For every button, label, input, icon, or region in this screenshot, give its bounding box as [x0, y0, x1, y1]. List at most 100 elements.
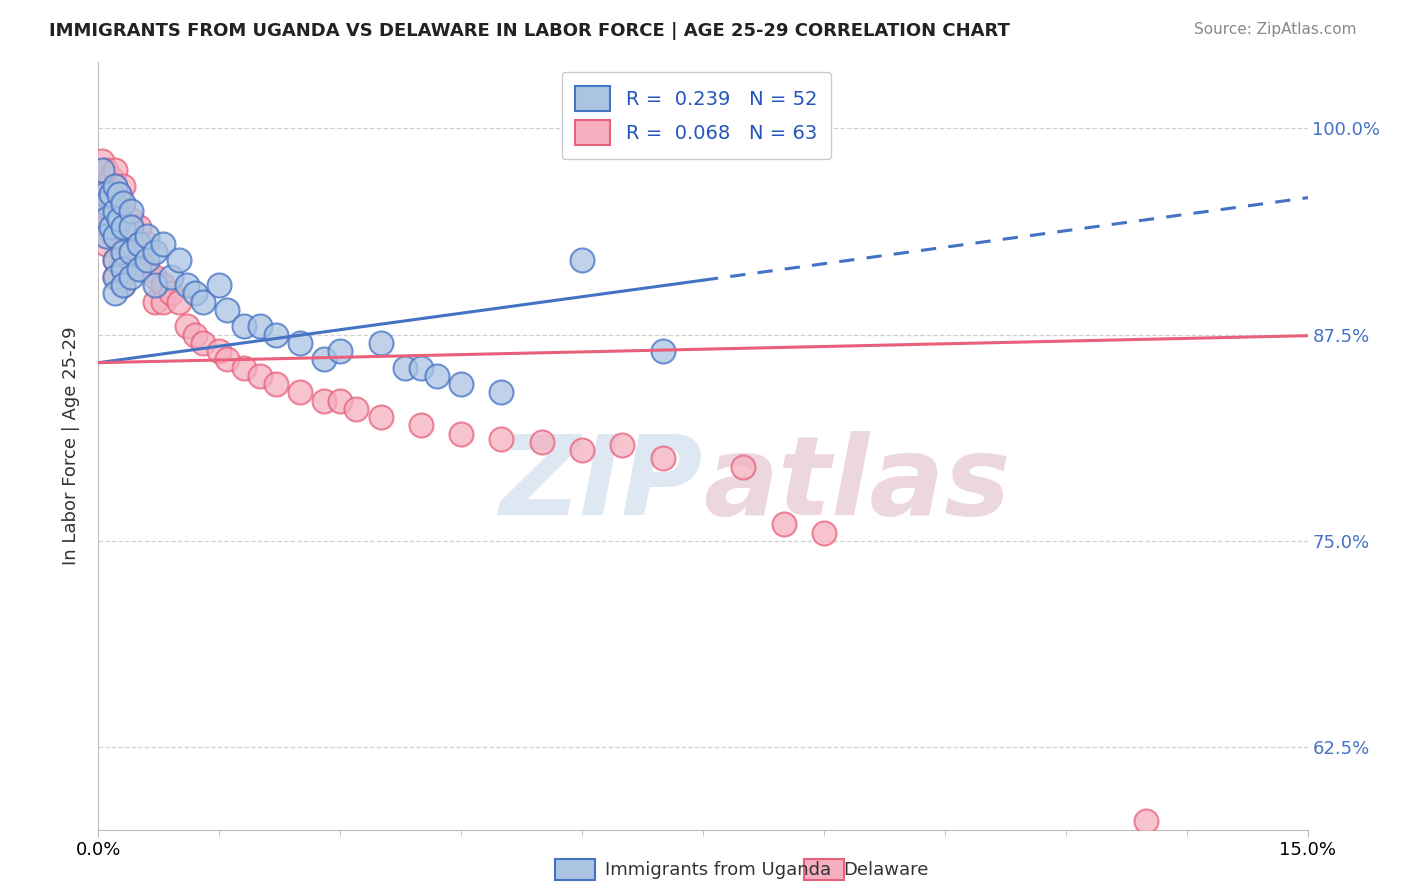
Point: [103, 269, 125, 284]
Point: [96, 220, 118, 235]
Point: [96, 212, 118, 227]
Point: [120, 220, 142, 235]
Point: [128, 253, 150, 268]
Point: [612, 438, 634, 452]
Point: [111, 179, 134, 194]
Text: Delaware: Delaware: [844, 861, 929, 879]
Point: [1135, 814, 1157, 829]
Point: [772, 517, 794, 532]
Point: [152, 236, 174, 251]
Y-axis label: In Labor Force | Age 25-29: In Labor Force | Age 25-29: [62, 326, 80, 566]
Point: [103, 203, 125, 218]
Point: [152, 278, 174, 293]
Point: [111, 278, 134, 293]
Point: [143, 245, 166, 260]
Point: [249, 368, 271, 383]
Point: [91, 162, 114, 177]
Point: [111, 245, 134, 260]
Point: [96, 203, 118, 218]
Point: [103, 228, 125, 243]
Point: [288, 385, 311, 400]
Text: Source: ZipAtlas.com: Source: ZipAtlas.com: [1194, 22, 1357, 37]
Point: [530, 434, 553, 449]
Point: [264, 377, 287, 392]
Point: [184, 286, 207, 301]
Point: [100, 203, 122, 218]
Point: [232, 319, 254, 334]
Point: [491, 432, 513, 446]
Point: [217, 302, 239, 317]
Legend: R =  0.239   N = 52, R =  0.068   N = 63: R = 0.239 N = 52, R = 0.068 N = 63: [561, 72, 831, 159]
Point: [120, 236, 142, 251]
Point: [314, 393, 336, 408]
Point: [217, 352, 239, 367]
Point: [167, 294, 190, 309]
Point: [96, 195, 118, 210]
Point: [167, 253, 190, 268]
Point: [120, 261, 142, 276]
Point: [96, 162, 118, 177]
Point: [111, 195, 134, 210]
Point: [111, 261, 134, 276]
Point: [329, 393, 352, 408]
Point: [208, 278, 231, 293]
Point: [96, 228, 118, 243]
Point: [426, 368, 449, 383]
Point: [100, 187, 122, 202]
Point: [193, 335, 215, 350]
Point: [232, 360, 254, 375]
Point: [103, 162, 125, 177]
Point: [288, 335, 311, 350]
Point: [152, 294, 174, 309]
Point: [111, 253, 134, 268]
Point: [314, 352, 336, 367]
Point: [120, 203, 142, 218]
Point: [370, 335, 392, 350]
Text: atlas: atlas: [703, 431, 1011, 538]
Point: [111, 228, 134, 243]
Point: [100, 220, 122, 235]
Point: [120, 269, 142, 284]
Point: [651, 451, 673, 466]
Point: [176, 319, 198, 334]
Point: [107, 187, 129, 202]
Point: [143, 278, 166, 293]
Text: Immigrants from Uganda: Immigrants from Uganda: [605, 861, 831, 879]
Point: [450, 377, 472, 392]
Point: [135, 253, 157, 268]
Point: [409, 418, 432, 433]
Point: [100, 220, 122, 235]
Point: [329, 344, 352, 359]
Point: [208, 344, 231, 359]
Point: [107, 187, 129, 202]
Point: [249, 319, 271, 334]
Point: [94, 187, 117, 202]
Point: [103, 195, 125, 210]
Point: [409, 360, 432, 375]
Point: [733, 459, 755, 474]
Point: [103, 179, 125, 194]
Point: [394, 360, 416, 375]
Point: [491, 385, 513, 400]
Point: [103, 253, 125, 268]
Point: [107, 212, 129, 227]
Point: [120, 212, 142, 227]
Point: [651, 344, 673, 359]
Point: [103, 286, 125, 301]
Point: [135, 228, 157, 243]
Point: [370, 410, 392, 425]
Point: [344, 401, 367, 416]
Point: [450, 426, 472, 441]
Point: [100, 187, 122, 202]
Point: [103, 253, 125, 268]
Point: [103, 212, 125, 227]
Point: [103, 269, 125, 284]
Point: [128, 220, 150, 235]
Text: IMMIGRANTS FROM UGANDA VS DELAWARE IN LABOR FORCE | AGE 25-29 CORRELATION CHART: IMMIGRANTS FROM UGANDA VS DELAWARE IN LA…: [49, 22, 1010, 40]
Point: [128, 236, 150, 251]
Point: [96, 179, 118, 194]
Point: [264, 327, 287, 342]
Point: [160, 286, 183, 301]
Point: [111, 278, 134, 293]
Point: [111, 220, 134, 235]
